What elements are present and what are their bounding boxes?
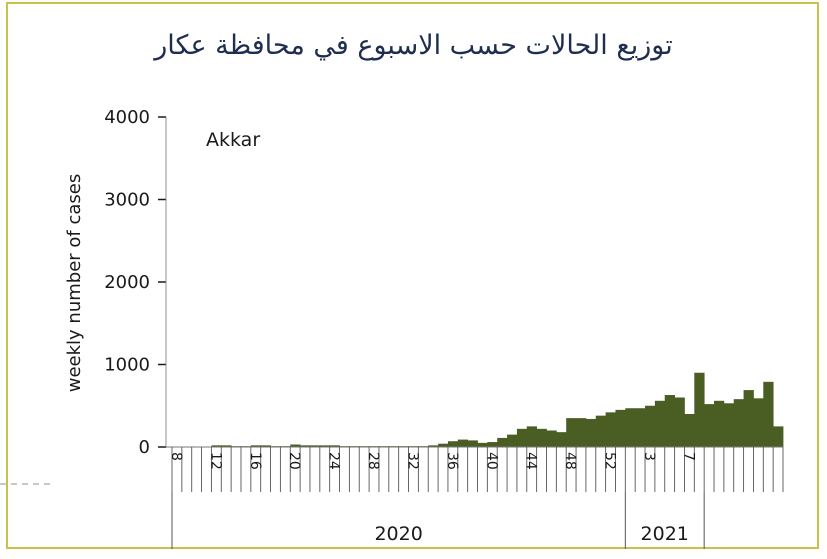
bar	[329, 445, 340, 447]
bar	[694, 372, 705, 447]
bar	[723, 403, 735, 447]
bars	[211, 372, 784, 447]
bar	[211, 445, 222, 447]
bar	[595, 415, 607, 447]
bar	[743, 390, 754, 447]
x-tick-label: 44	[523, 452, 539, 470]
bar	[566, 418, 577, 447]
chart-frame	[6, 2, 819, 549]
bar	[260, 445, 271, 447]
y-tick-label: 4000	[104, 107, 150, 128]
bar	[704, 404, 715, 447]
bar	[487, 442, 498, 447]
bar	[546, 430, 557, 447]
bar	[250, 445, 262, 447]
x-tick-label: 3	[641, 452, 657, 461]
x-tick-label: 36	[444, 452, 460, 470]
y-axis-ticks: 4000 3000 2000 1000 0	[104, 107, 166, 458]
bar	[733, 399, 744, 447]
bar	[585, 418, 597, 447]
bar	[576, 418, 587, 447]
bar	[556, 432, 567, 447]
bar	[714, 400, 725, 447]
x-tick-label: 20	[286, 452, 302, 470]
bar	[438, 443, 449, 447]
bar	[526, 426, 538, 447]
y-axis-label: weekly number of cases	[64, 174, 85, 392]
bar	[635, 408, 646, 447]
region-annotation: Akkar	[206, 129, 260, 151]
bar	[645, 405, 656, 447]
year-label: 2020	[374, 523, 422, 545]
x-axis: 8 12 16 20 24 28 32 36 40 44 48 52 3 7 2020 2021	[165, 117, 784, 549]
bar	[290, 444, 301, 447]
x-tick-label: 24	[326, 452, 342, 470]
bar	[477, 442, 488, 447]
bar	[664, 395, 675, 447]
bar	[605, 412, 616, 447]
y-tick-label: 3000	[104, 190, 150, 211]
bar	[674, 397, 685, 447]
bar	[773, 426, 784, 447]
bar	[615, 409, 626, 447]
chart-title: توزيع الحالات حسب الاسبوع في محافظة عكار	[154, 30, 673, 61]
bar	[536, 428, 547, 447]
bar	[428, 445, 439, 447]
x-tick-label: 52	[602, 452, 618, 470]
bar	[625, 408, 636, 447]
bar	[763, 381, 774, 447]
bar	[319, 445, 331, 447]
x-tick-label: 7	[680, 452, 696, 461]
y-tick-label: 0	[139, 437, 150, 458]
x-tick-label: 16	[247, 452, 263, 470]
x-tick-label: 48	[562, 452, 578, 470]
x-tick-label: 8	[168, 452, 184, 461]
bar	[654, 400, 666, 447]
y-tick-label: 2000	[104, 272, 150, 293]
x-tick-label: 32	[404, 452, 420, 470]
bar	[497, 437, 508, 447]
bar	[753, 398, 764, 447]
x-tick-label: 40	[483, 452, 499, 470]
bar	[221, 445, 232, 447]
bar	[507, 434, 518, 447]
bar	[309, 445, 321, 447]
x-tick-label: 28	[365, 452, 381, 470]
bar	[516, 428, 528, 447]
x-tick-label: 12	[207, 452, 223, 470]
bar	[467, 440, 478, 447]
dashed-connector	[0, 483, 50, 485]
bar	[447, 441, 459, 447]
y-tick-label: 1000	[104, 355, 150, 376]
bar	[457, 439, 469, 447]
bar	[684, 414, 695, 447]
year-label: 2021	[641, 523, 689, 545]
bar	[300, 445, 311, 447]
